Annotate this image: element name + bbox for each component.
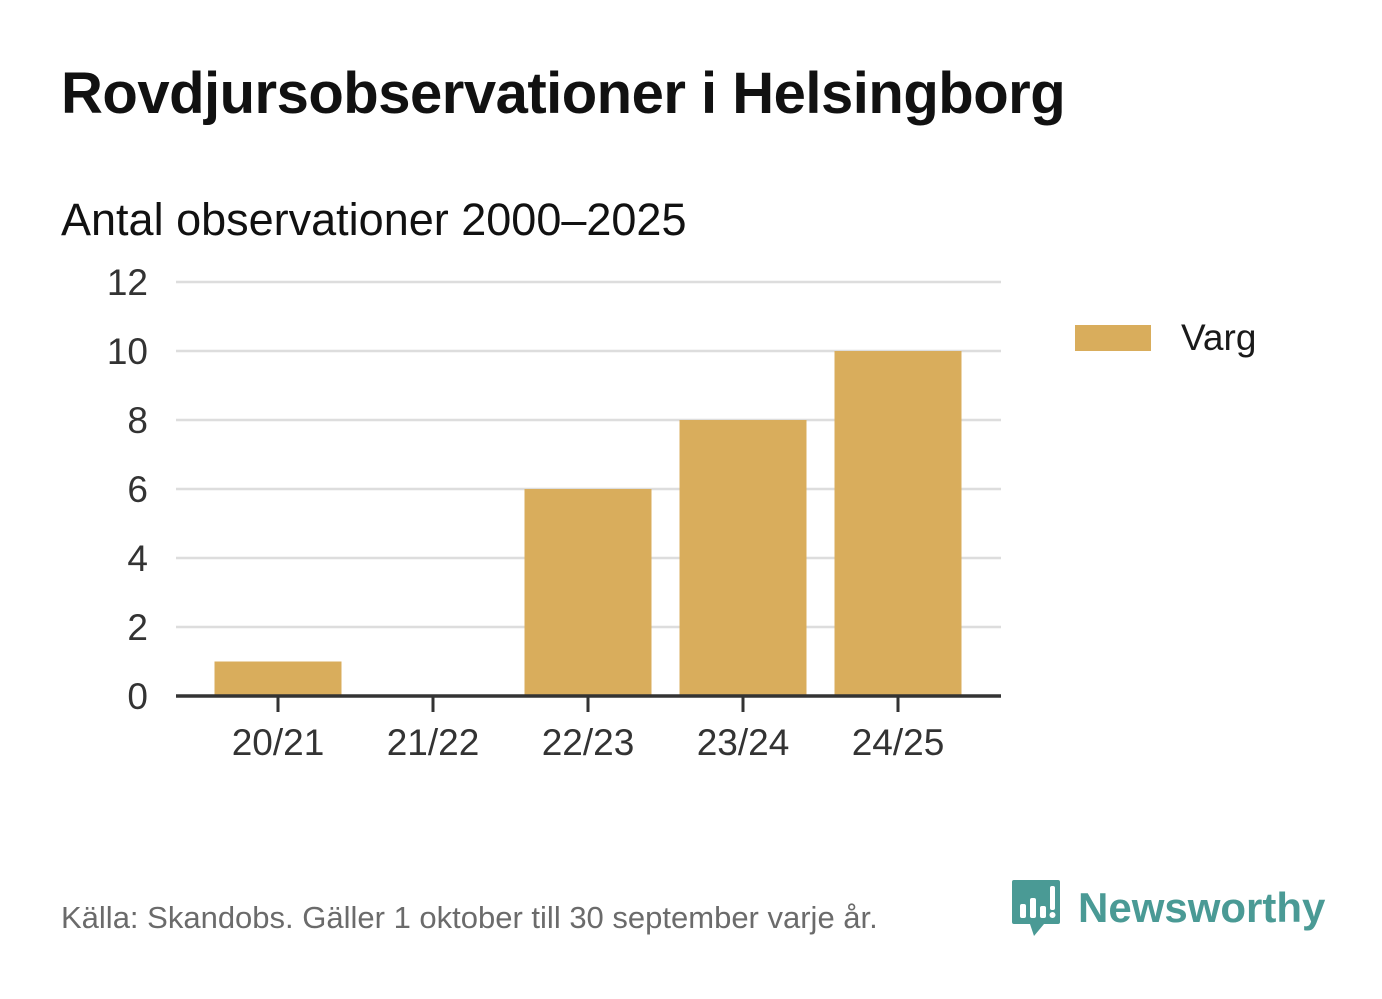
x-tick-label: 21/22 bbox=[387, 722, 480, 763]
source-note: Källa: Skandobs. Gäller 1 oktober till 3… bbox=[61, 900, 878, 935]
x-tick-label: 20/21 bbox=[232, 722, 325, 763]
legend: Varg bbox=[1075, 317, 1256, 359]
newsworthy-logo-icon bbox=[1012, 880, 1060, 936]
x-tick-label: 22/23 bbox=[542, 722, 635, 763]
chart-title: Rovdjursobservationer i Helsingborg bbox=[61, 61, 1066, 126]
bar-24-25 bbox=[834, 351, 962, 696]
legend-label-varg: Varg bbox=[1181, 317, 1257, 358]
brand-name: Newsworthy bbox=[1078, 884, 1326, 931]
bar-23-24 bbox=[679, 420, 807, 696]
chart-subtitle: Antal observationer 2000–2025 bbox=[61, 194, 687, 245]
tick-labels: 0 2 4 6 8 10 12 20/21 21/22 22/23 23/24 24/25 bbox=[107, 262, 944, 763]
bar-22-23 bbox=[524, 489, 652, 696]
bars bbox=[214, 351, 962, 696]
brand-logo: Newsworthy bbox=[1010, 878, 1325, 938]
x-tick-label: 24/25 bbox=[852, 722, 945, 763]
y-tick-label: 8 bbox=[127, 400, 148, 441]
legend-swatch-varg bbox=[1075, 325, 1151, 351]
axes bbox=[176, 694, 1001, 712]
bar-20-21 bbox=[214, 661, 342, 696]
y-tick-label: 4 bbox=[127, 538, 148, 579]
x-tick-label: 23/24 bbox=[697, 722, 790, 763]
y-tick-label: 6 bbox=[127, 469, 148, 510]
y-tick-label: 10 bbox=[107, 331, 148, 372]
y-tick-label: 0 bbox=[127, 676, 148, 717]
y-tick-label: 2 bbox=[127, 607, 148, 648]
y-tick-label: 12 bbox=[107, 262, 148, 303]
